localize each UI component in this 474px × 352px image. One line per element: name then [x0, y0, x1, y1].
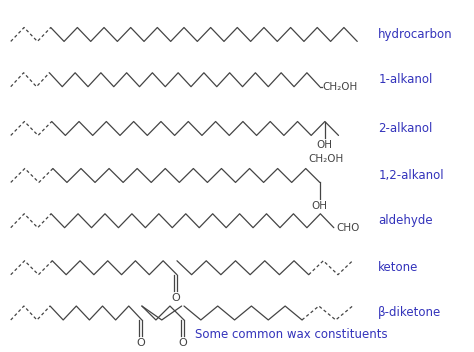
Text: hydrocarbon: hydrocarbon — [378, 28, 453, 41]
Text: O: O — [178, 338, 187, 348]
Text: Some common wax constituents: Some common wax constituents — [195, 328, 388, 341]
Text: ketone: ketone — [378, 261, 419, 274]
Text: β-diketone: β-diketone — [378, 307, 442, 320]
Text: OH: OH — [317, 140, 333, 150]
Text: O: O — [136, 338, 145, 348]
Text: 2-alkanol: 2-alkanol — [378, 122, 433, 135]
Text: CH₂OH: CH₂OH — [323, 82, 358, 92]
Text: 1,2-alkanol: 1,2-alkanol — [378, 169, 444, 182]
Text: CHO: CHO — [337, 223, 360, 233]
Text: CH₂OH: CH₂OH — [308, 154, 343, 164]
Text: aldehyde: aldehyde — [378, 214, 433, 227]
Text: OH: OH — [312, 201, 328, 210]
Text: 1-alkanol: 1-alkanol — [378, 73, 433, 86]
Text: O: O — [172, 293, 180, 303]
